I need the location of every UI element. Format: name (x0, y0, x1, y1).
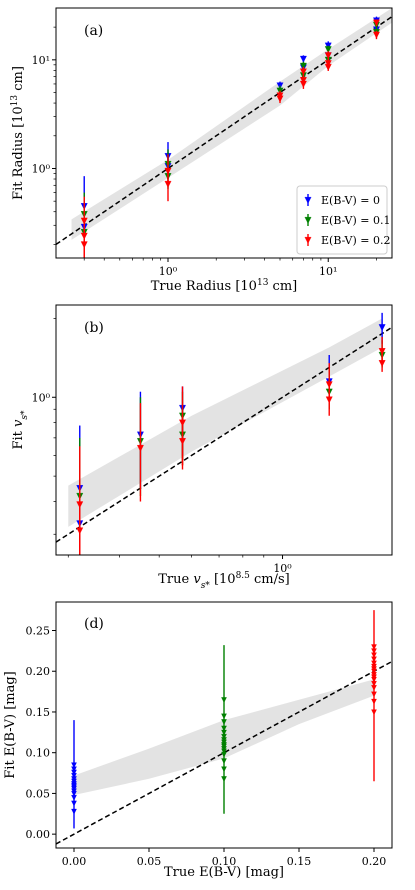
legend-swatch-marker (304, 216, 312, 224)
series-e-b-v-0-2 (371, 610, 377, 782)
y-tick-label: 0.15 (26, 706, 51, 719)
data-point (221, 697, 227, 703)
data-point (324, 52, 332, 60)
data-point (373, 31, 380, 39)
identity-line (56, 15, 392, 246)
data-point (221, 719, 227, 725)
plot-area (56, 610, 392, 845)
series-e-b-v-0-2 (76, 336, 386, 555)
identity-line (56, 326, 392, 543)
data-point (71, 800, 77, 807)
data-point (371, 698, 377, 705)
x-tick-label: 10¹ (319, 265, 337, 278)
data-point (164, 180, 172, 188)
y-tick-label: 10⁰ (32, 391, 51, 404)
data-point (221, 766, 227, 773)
y-tick-label: 10⁰ (32, 162, 51, 175)
panel-label: (b) (84, 320, 104, 336)
x-tick-label: 10⁰ (273, 562, 292, 575)
y-tick-label: 0.25 (26, 625, 51, 638)
x-tick-label: 10⁰ (159, 265, 178, 278)
x-tick-label: 0.00 (62, 855, 87, 868)
series-e-b-v-0 (71, 720, 77, 829)
x-tick-label: 0.15 (287, 855, 312, 868)
data-point (71, 762, 77, 769)
data-point (371, 644, 377, 650)
x-tick-label: 0.05 (137, 855, 162, 868)
data-point (71, 808, 77, 815)
data-point (221, 725, 227, 732)
data-point (378, 360, 386, 367)
y-tick-label: 0.10 (26, 747, 51, 760)
x-axis-label: True E(B-V) [mag] (164, 865, 284, 880)
series-e-b-v-0-2 (80, 19, 380, 258)
data-point (299, 68, 307, 76)
axes-frame (55, 304, 393, 556)
data-point (299, 80, 307, 88)
data-point (221, 713, 227, 720)
legend: E(B-V) = 0 E(B-V) = 0.1 E(B-V) = 0.2 (296, 185, 390, 255)
data-point (221, 758, 227, 765)
panel-label: (d) (84, 616, 104, 632)
data-point (299, 55, 307, 63)
axes-frame (55, 7, 393, 259)
data-point (221, 776, 227, 782)
x-tick-label: 0.20 (362, 855, 387, 868)
data-point (80, 241, 88, 249)
y-tick-label: 0.05 (26, 787, 51, 800)
panel-label: (a) (84, 23, 103, 39)
data-point (378, 324, 386, 332)
legend-entry-label: E(B-V) = 0 (321, 194, 380, 207)
data-point (179, 438, 186, 446)
data-point (371, 691, 377, 698)
confidence-band (71, 8, 392, 240)
panel-3: 0.00 0.05 0.10 0.15 0.20 0.00 0.05 0.10 0.15 0.20… (3, 601, 393, 880)
data-point (76, 527, 84, 535)
legend-entry-label: E(B-V) = 0.1 (321, 214, 390, 227)
plot-area (56, 312, 392, 555)
confidence-band (68, 318, 383, 527)
y-tick-label: 10¹ (32, 54, 50, 67)
y-tick-label: 0.00 (26, 828, 51, 841)
data-point (324, 63, 332, 71)
legend-entry-label: E(B-V) = 0.2 (321, 234, 390, 247)
plot-area (56, 8, 392, 258)
data-point (325, 396, 333, 404)
y-tick-label: 0.20 (26, 665, 51, 678)
legend-swatch-marker (304, 236, 312, 244)
panel-1: 10⁰ 10¹ 10⁰ 10¹ True Radius [1013 cm] Fit Rad… (10, 7, 393, 294)
x-axis-label: True Radius [1013 cm] (151, 278, 297, 294)
legend-box (296, 185, 388, 255)
y-axis-label: Fit E(B-V) [mag] (3, 671, 18, 778)
data-point (373, 19, 380, 27)
legend-swatch-marker (304, 196, 312, 204)
data-point (299, 62, 307, 70)
data-point (136, 445, 144, 452)
y-axis-label: Fit vs* (11, 410, 30, 450)
data-point (276, 95, 284, 103)
x-axis-label: True vs* [108.5 cm/s] (158, 571, 290, 591)
data-point (324, 46, 332, 54)
series-e-b-v-0-1 (221, 645, 227, 814)
data-point (371, 709, 377, 716)
x-tick-label: 0.10 (212, 855, 237, 868)
y-axis-label: Fit Radius [1013 cm] (10, 66, 26, 200)
